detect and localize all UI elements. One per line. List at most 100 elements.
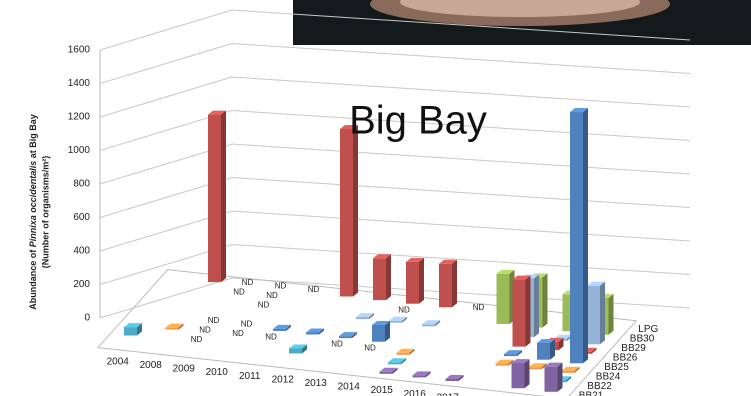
x-tick-label: 2012 bbox=[272, 374, 295, 385]
bar-side bbox=[524, 359, 530, 389]
bar-side bbox=[542, 273, 548, 328]
nd-label: ND bbox=[266, 291, 278, 300]
x-tick-label: 2015 bbox=[371, 385, 394, 396]
bar-side bbox=[458, 375, 464, 381]
x-tick-label: 2013 bbox=[305, 378, 328, 389]
bar-top bbox=[561, 366, 580, 371]
bar-front bbox=[511, 363, 525, 389]
bar-top bbox=[422, 320, 440, 325]
bar-front bbox=[306, 332, 319, 335]
bar-side bbox=[591, 347, 597, 354]
bar-front bbox=[544, 366, 558, 392]
series-label: BB22 bbox=[587, 381, 612, 392]
bar-side bbox=[583, 108, 588, 364]
bar-front bbox=[373, 258, 386, 301]
chart-title: Big Bay bbox=[349, 99, 487, 143]
series-label: LPG bbox=[638, 324, 658, 335]
bar-top bbox=[273, 324, 291, 329]
bar-front bbox=[208, 114, 221, 283]
floor bbox=[96, 269, 638, 396]
series-label: BB21 bbox=[579, 391, 604, 396]
y-tick-label: 200 bbox=[73, 279, 90, 290]
nd-label: ND bbox=[265, 333, 277, 342]
bar-top bbox=[511, 359, 530, 364]
bar-top bbox=[356, 313, 374, 318]
bar-front bbox=[289, 348, 302, 354]
bar-side bbox=[286, 324, 291, 331]
bar-top bbox=[372, 320, 390, 325]
bar-side bbox=[385, 320, 390, 342]
grid-line bbox=[99, 243, 691, 285]
y-tick-label: 0 bbox=[84, 313, 90, 324]
nd-label: ND bbox=[208, 316, 220, 325]
bar-side bbox=[517, 350, 522, 357]
bar-top bbox=[544, 362, 563, 367]
nd-label: ND bbox=[308, 285, 320, 294]
bar-side bbox=[608, 293, 614, 335]
bar-top bbox=[570, 108, 588, 113]
bar-side bbox=[409, 348, 415, 355]
bar-front bbox=[372, 324, 385, 342]
grid-line bbox=[99, 210, 691, 252]
y-tick-label: 600 bbox=[73, 212, 90, 223]
y-tick-label: 1400 bbox=[68, 78, 91, 89]
bar-front bbox=[561, 370, 575, 373]
bar-top bbox=[379, 367, 398, 372]
bar-top bbox=[340, 125, 358, 129]
nd-label: ND bbox=[398, 305, 410, 314]
bar-front bbox=[412, 375, 426, 378]
bar-top bbox=[439, 259, 457, 264]
x-tick-label: 2009 bbox=[173, 364, 196, 375]
bar-front bbox=[389, 320, 402, 323]
bar-top bbox=[537, 338, 555, 343]
grid-line bbox=[99, 109, 691, 151]
bar-front bbox=[422, 324, 435, 327]
bar-side bbox=[369, 313, 374, 320]
bar-front bbox=[406, 261, 419, 304]
bar-side bbox=[178, 323, 184, 330]
grid-line bbox=[99, 9, 691, 51]
bar-side bbox=[435, 320, 440, 327]
x-tick-label: 2017 bbox=[437, 392, 460, 396]
bar-side bbox=[419, 257, 424, 304]
bar-top bbox=[289, 344, 307, 349]
bar-side bbox=[392, 367, 398, 374]
bar-front bbox=[124, 327, 137, 336]
grid-line bbox=[99, 42, 691, 84]
series-label: BB29 bbox=[621, 343, 646, 354]
bar-top bbox=[373, 254, 391, 259]
bar-top bbox=[496, 269, 515, 274]
series-label: BB30 bbox=[630, 334, 655, 345]
bar-side bbox=[425, 371, 431, 378]
bar-front bbox=[339, 336, 352, 339]
bar-top bbox=[504, 350, 522, 355]
series-label: BB26 bbox=[613, 353, 638, 364]
bar-front bbox=[537, 342, 550, 360]
nd-label: ND bbox=[364, 343, 376, 352]
bar-front bbox=[512, 279, 526, 347]
nd-label: ND bbox=[242, 278, 254, 287]
bar-side bbox=[452, 259, 457, 308]
bar-side bbox=[386, 254, 391, 301]
bar-top bbox=[512, 275, 531, 280]
x-tick-label: 2004 bbox=[107, 356, 130, 367]
bar-front bbox=[495, 363, 509, 366]
bar-side bbox=[566, 376, 571, 383]
bar-side bbox=[558, 337, 564, 351]
x-tick-label: 2014 bbox=[338, 382, 361, 393]
nd-label: ND bbox=[233, 287, 245, 296]
y-tick-label: 400 bbox=[73, 246, 90, 257]
bar-top bbox=[528, 363, 547, 368]
bar-side bbox=[221, 110, 226, 283]
y-tick-label: 800 bbox=[73, 179, 90, 190]
bar-side bbox=[352, 332, 357, 339]
grid-line bbox=[99, 176, 691, 218]
bar-front bbox=[504, 354, 517, 357]
y-tick-label: 1600 bbox=[68, 45, 91, 56]
nd-label: ND bbox=[199, 325, 211, 334]
bar-side bbox=[401, 358, 406, 365]
nd-label: ND bbox=[473, 303, 485, 312]
bar-front bbox=[388, 362, 401, 365]
